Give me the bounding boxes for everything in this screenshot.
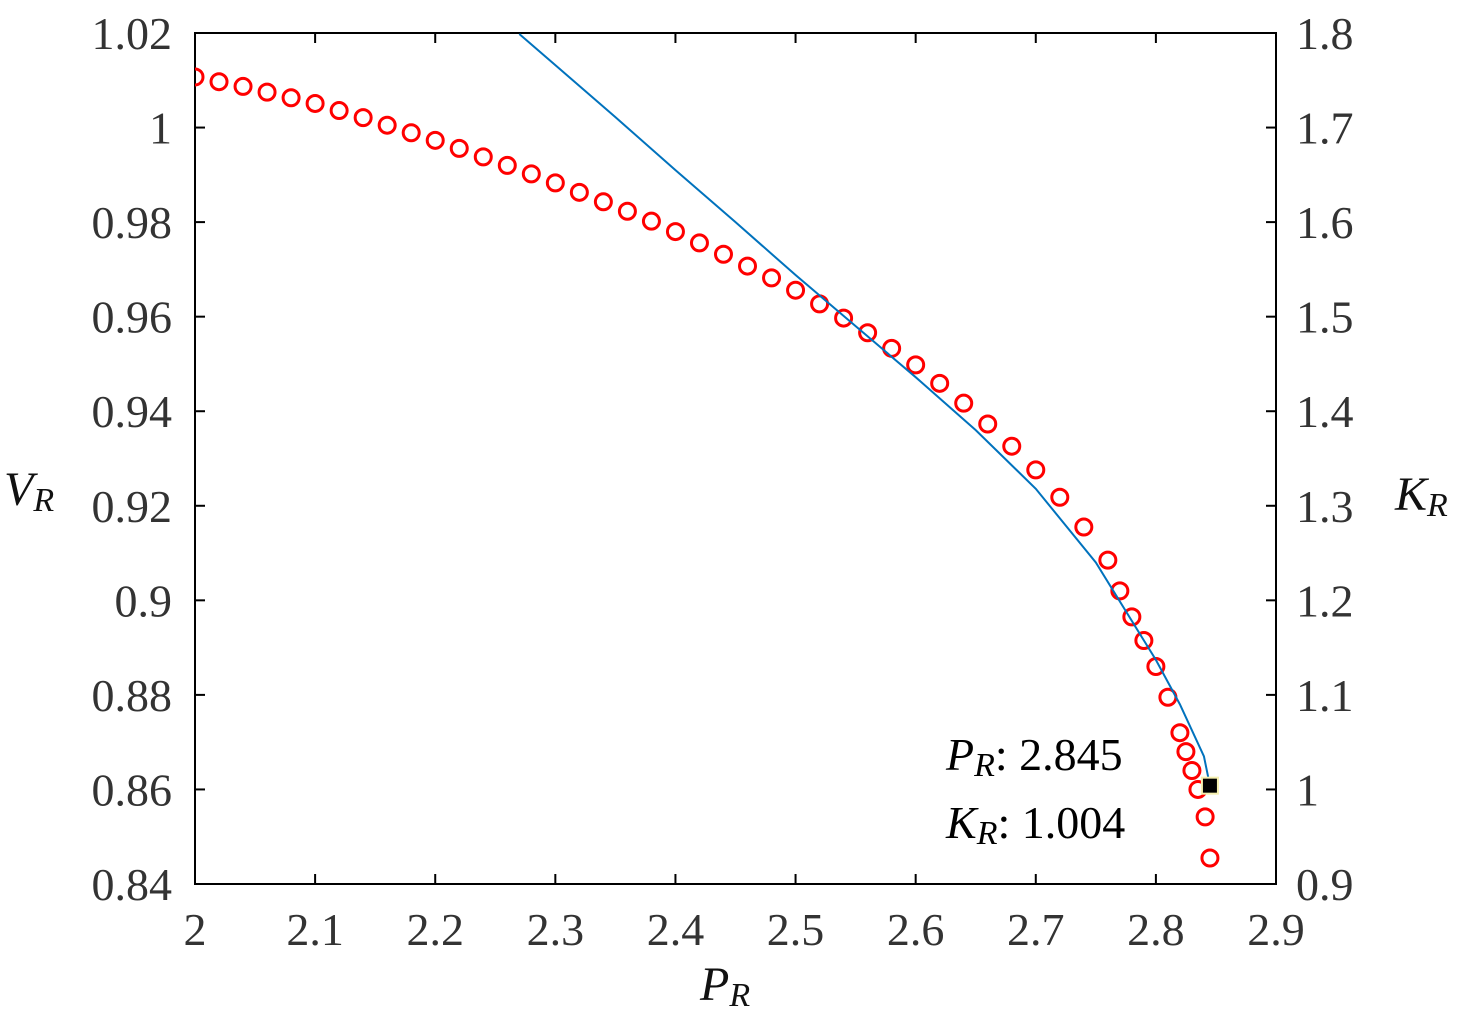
x-tick-label: 2.9	[1247, 904, 1305, 955]
y2-tick-label: 1.3	[1296, 481, 1354, 532]
datatip-y-value: 1.004	[1022, 797, 1126, 848]
marker	[473, 147, 493, 167]
y-axis-label-sub: R	[32, 482, 54, 519]
marker	[1098, 550, 1118, 570]
marker	[1050, 487, 1070, 507]
y2-tick-label: 1.4	[1296, 386, 1354, 437]
x-axis-label-sub: R	[728, 977, 750, 1014]
y2-tick-label: 1.5	[1296, 292, 1354, 343]
x-tick-label: 2.8	[1127, 904, 1185, 955]
marker	[1026, 460, 1046, 480]
marker	[425, 130, 445, 150]
y2-axis-label: KR	[1394, 468, 1448, 524]
x-tick-label: 2.5	[767, 904, 825, 955]
y-axis-label: VR	[4, 463, 54, 519]
datatip-separator: :	[997, 797, 1021, 848]
x-tick-label: 2.6	[887, 904, 945, 955]
marker	[449, 138, 469, 158]
marker	[521, 164, 541, 184]
marker	[1176, 742, 1196, 762]
marker	[1002, 436, 1022, 456]
y-tick-label: 0.84	[92, 859, 173, 910]
y-tick-label: 0.94	[92, 386, 173, 437]
y-axis-label-main: V	[4, 463, 38, 516]
datatip-y: KR: 1.004	[945, 797, 1125, 852]
y-tick-label: 0.98	[92, 197, 173, 248]
marker	[497, 155, 517, 175]
marker	[377, 115, 397, 135]
marker	[1182, 761, 1202, 781]
datatip-x: PR: 2.845	[945, 729, 1123, 784]
x-tick-label: 2.2	[406, 904, 464, 955]
marker	[834, 308, 854, 328]
marker	[858, 323, 878, 343]
x-tick-label: 2.3	[527, 904, 585, 955]
marker	[713, 244, 733, 264]
marker	[1074, 517, 1094, 537]
marker	[906, 355, 926, 375]
line	[518, 33, 1211, 786]
y-tick-label: 0.88	[92, 670, 173, 721]
datatip-y-sub: R	[976, 815, 998, 852]
marker	[281, 88, 301, 108]
y2-tick-label: 0.9	[1296, 859, 1354, 910]
datatip-x-value: 2.845	[1019, 729, 1123, 780]
marker	[738, 256, 758, 276]
marker	[401, 123, 421, 143]
datatip-separator: :	[995, 729, 1019, 780]
datatip-x-symbol: P	[945, 729, 974, 780]
marker	[1195, 807, 1215, 827]
y2-axis-label-sub: R	[1426, 487, 1448, 524]
marker	[593, 192, 613, 212]
x-axis-label: PR	[699, 958, 750, 1014]
marker	[641, 211, 661, 231]
marker	[353, 108, 373, 128]
marker	[930, 373, 950, 393]
y2-tick-label: 1.6	[1296, 197, 1354, 248]
y-tick-label: 0.96	[92, 292, 173, 343]
datatip-y-symbol: K	[945, 797, 979, 848]
plot-area	[195, 33, 1220, 868]
marker	[305, 93, 325, 113]
y2-axis-label-main: K	[1394, 468, 1430, 521]
datatip-x-sub: R	[973, 747, 995, 784]
marker	[689, 233, 709, 253]
y-tick-label: 0.86	[92, 764, 173, 815]
datatip-marker	[1200, 776, 1219, 795]
y-tick-label: 0.92	[92, 481, 173, 532]
x-tick-label: 2.4	[647, 904, 705, 955]
marker	[257, 82, 277, 102]
x-tick-label: 2.7	[1007, 904, 1065, 955]
marker	[329, 101, 349, 121]
marker	[195, 67, 205, 87]
marker	[233, 76, 253, 96]
x-tick-label: 2	[184, 904, 207, 955]
y-tick-label: 1.02	[92, 8, 173, 59]
marker	[1122, 607, 1142, 627]
x-axis-label-main: P	[699, 958, 729, 1011]
marker	[1170, 723, 1190, 743]
marker	[569, 182, 589, 202]
marker	[762, 268, 782, 288]
marker	[665, 222, 685, 242]
y-tick-label: 1	[149, 103, 172, 154]
marker	[954, 393, 974, 413]
x-tick-label: 2.1	[286, 904, 344, 955]
plot-frame	[194, 32, 1277, 885]
marker	[545, 173, 565, 193]
marker	[1200, 848, 1220, 868]
y2-tick-label: 1.2	[1296, 575, 1354, 626]
y2-tick-label: 1	[1296, 764, 1319, 815]
y2-tick-label: 1.8	[1296, 8, 1354, 59]
marker	[1134, 631, 1154, 651]
y2-tick-label: 1.1	[1296, 670, 1354, 721]
y-tick-label: 0.9	[115, 575, 173, 626]
marker	[978, 414, 998, 434]
marker	[1110, 581, 1130, 601]
y2-tick-label: 1.7	[1296, 103, 1354, 154]
marker	[209, 72, 229, 92]
marker	[617, 201, 637, 221]
marker	[786, 280, 806, 300]
